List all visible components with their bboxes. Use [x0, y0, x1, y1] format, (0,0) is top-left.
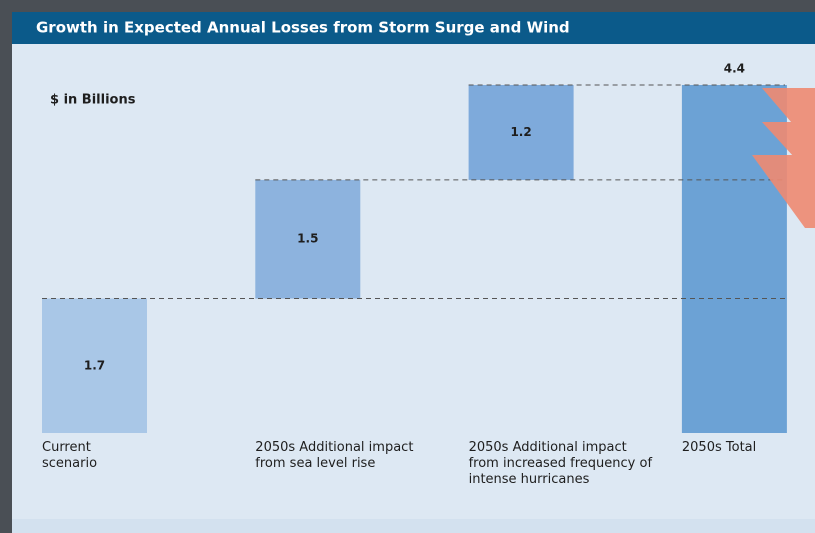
footer-band [12, 519, 815, 533]
page: Growth in Expected Annual Losses from St… [0, 0, 815, 533]
bar [682, 85, 787, 433]
value-label: 1.2 [510, 125, 531, 139]
category-label: 2050s Total [682, 440, 815, 456]
value-label: 1.5 [297, 232, 318, 246]
unit-label: $ in Billions [50, 93, 136, 108]
category-label: 2050s Additional impact from sea level r… [255, 440, 445, 472]
value-label: 1.7 [84, 358, 105, 372]
value-label: 4.4 [724, 62, 745, 76]
category-label: 2050s Additional impact from increased f… [469, 440, 659, 488]
chart-title: Growth in Expected Annual Losses from St… [36, 19, 570, 37]
category-label: Current scenario [42, 440, 122, 472]
